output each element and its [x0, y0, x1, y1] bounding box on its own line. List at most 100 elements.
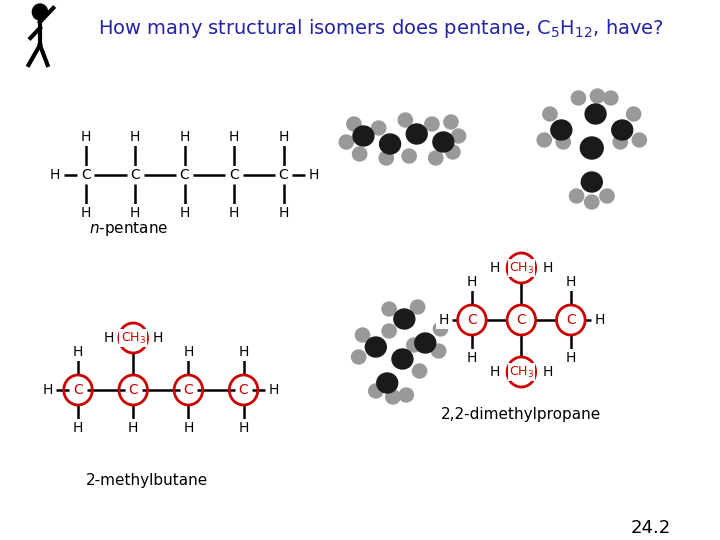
- Ellipse shape: [353, 126, 374, 146]
- Ellipse shape: [398, 113, 413, 127]
- Ellipse shape: [572, 91, 585, 105]
- Text: C: C: [229, 168, 239, 182]
- Text: H: H: [238, 345, 248, 359]
- Ellipse shape: [626, 107, 641, 121]
- Text: H: H: [238, 421, 248, 435]
- Ellipse shape: [406, 124, 427, 144]
- Text: C: C: [73, 383, 83, 397]
- Ellipse shape: [603, 91, 618, 105]
- Text: H: H: [566, 351, 576, 365]
- Ellipse shape: [556, 135, 570, 149]
- Ellipse shape: [365, 337, 386, 357]
- Ellipse shape: [369, 384, 383, 398]
- Ellipse shape: [428, 151, 443, 165]
- Text: H: H: [130, 130, 140, 144]
- Ellipse shape: [353, 147, 366, 161]
- Text: 2-methylbutane: 2-methylbutane: [86, 472, 209, 488]
- Ellipse shape: [570, 189, 584, 203]
- Ellipse shape: [632, 133, 647, 147]
- Circle shape: [32, 4, 48, 20]
- Ellipse shape: [410, 300, 425, 314]
- Text: H: H: [183, 345, 194, 359]
- Text: H: H: [269, 383, 279, 397]
- Text: H: H: [130, 206, 140, 220]
- Ellipse shape: [551, 120, 572, 140]
- Text: CH$_3$: CH$_3$: [509, 260, 534, 275]
- Text: C: C: [516, 313, 526, 327]
- Text: C: C: [566, 313, 576, 327]
- Text: C: C: [184, 383, 193, 397]
- Ellipse shape: [386, 390, 400, 404]
- Text: H: H: [229, 130, 239, 144]
- Text: $n$-pentane: $n$-pentane: [89, 219, 168, 238]
- Ellipse shape: [356, 328, 369, 342]
- Text: How many structural isomers does pentane, C$_5$H$_{12}$, have?: How many structural isomers does pentane…: [98, 17, 664, 39]
- Text: H: H: [229, 206, 239, 220]
- Text: C: C: [239, 383, 248, 397]
- Text: H: H: [103, 331, 114, 345]
- Ellipse shape: [543, 107, 557, 121]
- Text: H: H: [467, 275, 477, 289]
- Text: H: H: [42, 383, 53, 397]
- Ellipse shape: [590, 89, 605, 103]
- Ellipse shape: [600, 189, 614, 203]
- Text: H: H: [490, 365, 500, 379]
- Text: H: H: [279, 130, 289, 144]
- Text: H: H: [543, 365, 553, 379]
- Text: H: H: [183, 421, 194, 435]
- Ellipse shape: [425, 117, 439, 131]
- Text: H: H: [128, 421, 138, 435]
- Text: H: H: [81, 130, 91, 144]
- Ellipse shape: [585, 195, 599, 209]
- Text: C: C: [128, 383, 138, 397]
- Ellipse shape: [339, 135, 354, 149]
- Text: C: C: [467, 313, 477, 327]
- Text: H: H: [467, 351, 477, 365]
- Ellipse shape: [581, 172, 602, 192]
- Text: 24.2: 24.2: [631, 519, 671, 537]
- Text: H: H: [50, 168, 60, 182]
- Ellipse shape: [372, 121, 386, 135]
- Ellipse shape: [415, 333, 436, 353]
- Text: H: H: [73, 345, 84, 359]
- Text: H: H: [438, 313, 449, 327]
- Text: H: H: [594, 313, 605, 327]
- Text: H: H: [566, 275, 576, 289]
- Ellipse shape: [585, 104, 606, 124]
- Text: H: H: [309, 168, 319, 182]
- Text: H: H: [73, 421, 84, 435]
- Ellipse shape: [379, 134, 400, 154]
- Ellipse shape: [446, 145, 460, 159]
- Text: H: H: [543, 261, 553, 275]
- Ellipse shape: [347, 117, 361, 131]
- Ellipse shape: [377, 373, 397, 393]
- Ellipse shape: [433, 132, 454, 152]
- Ellipse shape: [399, 388, 413, 402]
- Ellipse shape: [451, 129, 466, 143]
- Ellipse shape: [537, 133, 552, 147]
- Text: H: H: [81, 206, 91, 220]
- Text: H: H: [179, 130, 190, 144]
- Ellipse shape: [382, 302, 396, 316]
- Ellipse shape: [407, 338, 421, 352]
- Ellipse shape: [392, 349, 413, 369]
- Ellipse shape: [351, 350, 366, 364]
- Ellipse shape: [431, 344, 446, 358]
- Text: C: C: [279, 168, 289, 182]
- Ellipse shape: [444, 115, 458, 129]
- Text: C: C: [81, 168, 91, 182]
- Text: CH$_3$: CH$_3$: [509, 364, 534, 380]
- Ellipse shape: [413, 364, 427, 378]
- Text: 2,2-dimethylpropane: 2,2-dimethylpropane: [441, 408, 601, 422]
- Text: CH$_3$: CH$_3$: [121, 330, 145, 346]
- Ellipse shape: [382, 324, 396, 338]
- Text: C: C: [180, 168, 189, 182]
- Text: H: H: [490, 261, 500, 275]
- Ellipse shape: [379, 151, 393, 165]
- Ellipse shape: [433, 322, 448, 336]
- Ellipse shape: [394, 309, 415, 329]
- Ellipse shape: [580, 137, 603, 159]
- Text: C: C: [130, 168, 140, 182]
- Text: H: H: [153, 331, 163, 345]
- Text: H: H: [179, 206, 190, 220]
